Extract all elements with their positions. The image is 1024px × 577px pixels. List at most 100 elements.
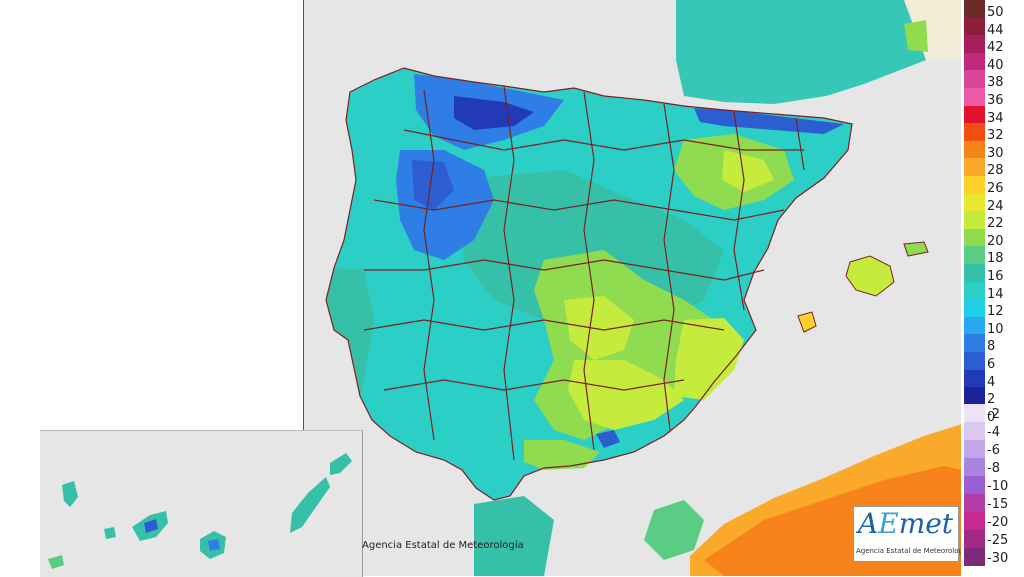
legend-swatch [964, 158, 985, 177]
legend-tick-label: -25 [987, 533, 1009, 548]
legend-swatch [964, 17, 985, 36]
peninsula-map [303, 0, 962, 576]
teide-cold [144, 519, 158, 533]
legend-swatch [964, 35, 985, 54]
legend-swatch [964, 299, 985, 318]
legend-tick-label: 34 [987, 110, 1004, 126]
legend-tick-label: 8 [987, 339, 996, 355]
legend-swatch [964, 123, 985, 142]
alps-area [904, 0, 962, 60]
legend-tick-label: 30 [987, 145, 1004, 161]
logo-wordmark: AEmet [858, 507, 954, 540]
canary-islands-graphic [48, 453, 352, 569]
legend-tick-label: -15 [987, 497, 1009, 512]
legend-tick-label: 44 [987, 22, 1004, 38]
mancha-warmer [564, 296, 634, 360]
legend-tick-label: 38 [987, 75, 1004, 91]
legend-tick-label: -10 [987, 479, 1009, 494]
legend-swatch [964, 140, 985, 159]
credit-label: Agencia Estatal de Meteorología [362, 540, 524, 551]
legend-swatch [964, 404, 985, 422]
legend-tick-label: -8 [987, 461, 1000, 476]
legend-swatch [964, 530, 985, 548]
legend-tick-label: 36 [987, 93, 1004, 108]
legend-swatch [964, 316, 985, 335]
legend-swatch [964, 458, 985, 476]
france-landmass [676, 0, 926, 104]
legend-swatch [964, 387, 985, 406]
la-gomera [104, 527, 116, 539]
legend-tick-label: -4 [987, 425, 1000, 440]
legend-tick-label: 20 [987, 233, 1004, 249]
legend-tick-label: 22 [987, 216, 1004, 232]
morocco-west [474, 496, 554, 576]
murcia-warm [674, 318, 744, 400]
legend-swatch [964, 264, 985, 282]
leon-coldest [412, 160, 454, 210]
gran-canaria-center [208, 539, 220, 551]
andalucia-warmer [568, 360, 684, 430]
canary-islands-inset [40, 430, 363, 577]
legend-tick-label: 16 [987, 269, 1004, 284]
lanzarote [330, 453, 352, 475]
ebro-warmer [722, 150, 774, 192]
legend-swatch [964, 281, 985, 300]
legend-tick-label: 0 [987, 409, 996, 425]
legend-swatch [964, 70, 985, 89]
legend-tick-label: 2 [987, 392, 996, 408]
mallorca [846, 256, 894, 296]
legend-tick-label: 12 [987, 304, 1004, 320]
legend-tick-label: 50 [987, 5, 1004, 20]
legend-tick-label: 32 [987, 128, 1004, 144]
rif-mountains [644, 500, 704, 560]
legend-tick-label: 26 [987, 181, 1004, 196]
legend-swatch [964, 512, 985, 530]
logo-tagline: Agencia Estatal de Meteorología [856, 547, 970, 555]
legend-swatch [964, 211, 985, 230]
legend-tick-label: 18 [987, 251, 1004, 267]
legend-tick-label: 28 [987, 163, 1004, 179]
legend-swatch [964, 88, 985, 106]
legend-tick-label: 6 [987, 357, 996, 372]
legend-swatch [964, 476, 985, 494]
island-borders [797, 241, 929, 333]
legend-swatch [964, 228, 985, 247]
legend-swatch [964, 440, 985, 458]
fuerteventura [290, 477, 330, 533]
legend-tick-label: -2 [987, 407, 1000, 422]
legend-tick-label: 24 [987, 198, 1004, 214]
legend-tick-label: -30 [987, 551, 1009, 566]
legend-swatch [964, 246, 985, 265]
legend-swatch [964, 0, 985, 18]
temperature-legend: 50 44 42 40 38 36 34 32 30 28 26 24 22 20 18 16 14 12 10 8 6… [961, 0, 1024, 576]
la-palma [62, 481, 78, 507]
legend-tick-label: 4 [987, 374, 996, 390]
legend-tick-label: 10 [987, 321, 1004, 337]
guadalquivir-warm [524, 440, 600, 470]
aemet-logo: AEmet Agencia Estatal de Meteorología [853, 506, 969, 562]
portugal-coast [326, 268, 374, 396]
legend-swatch [964, 548, 985, 566]
legend-swatch [964, 105, 985, 124]
france-warm-patch [904, 20, 928, 52]
legend-tick-label: 14 [987, 286, 1004, 302]
legend-swatch [964, 352, 985, 370]
menorca [904, 242, 928, 256]
legend-swatch [964, 176, 985, 194]
el-hierro [48, 555, 64, 569]
pyrenees-cold [694, 108, 844, 134]
legend-swatch [964, 422, 985, 440]
legend-swatch [964, 193, 985, 212]
legend-tick-label: -6 [987, 443, 1000, 458]
sierra-nevada-cold [596, 430, 620, 448]
legend-tick-label: 42 [987, 40, 1004, 56]
legend-swatch [964, 334, 985, 353]
legend-swatch [964, 494, 985, 512]
legend-swatch [964, 369, 985, 388]
legend-swatch [964, 52, 985, 71]
cantabrian-coldest [454, 96, 534, 130]
province-borders [325, 67, 853, 501]
temperature-map-graphic [325, 0, 962, 576]
legend-tick-label: 40 [987, 57, 1004, 73]
legend-tick-label: -20 [987, 515, 1009, 530]
